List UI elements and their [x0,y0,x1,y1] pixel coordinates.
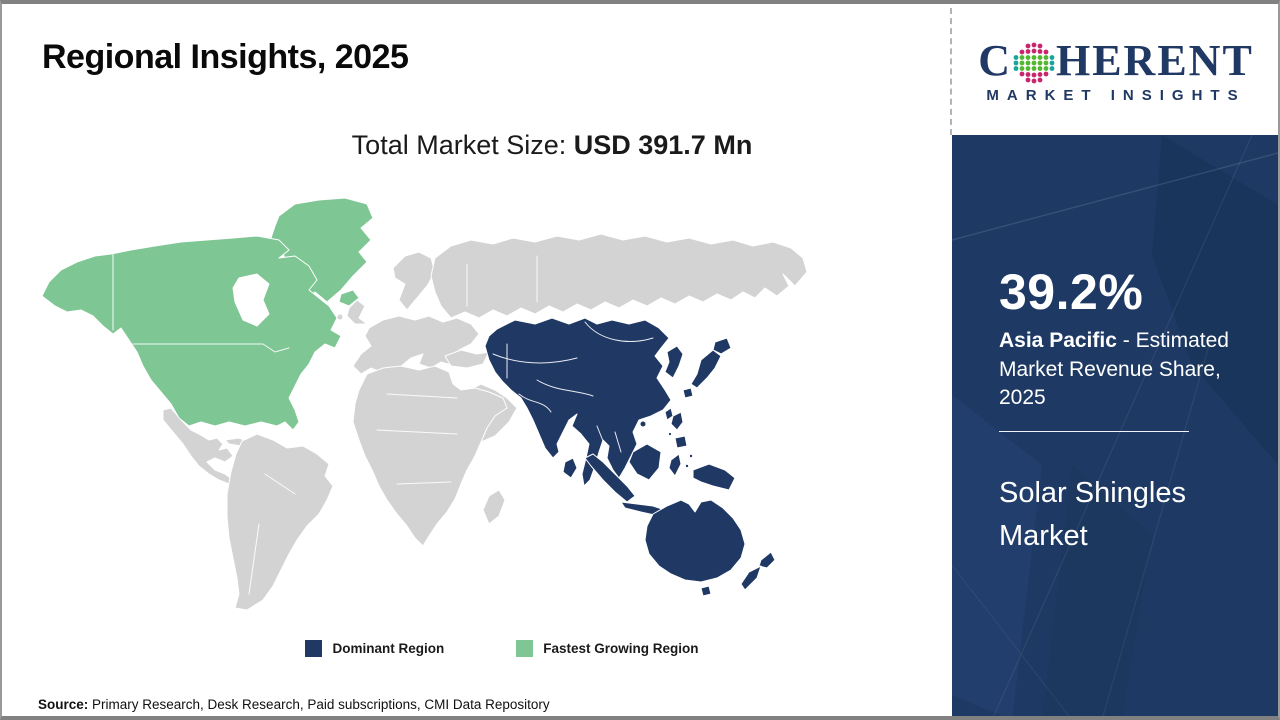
brand-letter-c: C [978,36,1012,85]
legend-label-dominant: Dominant Region [332,641,445,656]
map-region-dominant [484,317,776,597]
total-market-size-value: USD 391.7 Mn [573,130,753,160]
source-line: Source: Primary Research, Desk Research,… [38,697,550,712]
legend-swatch-dominant [305,640,323,657]
legend-label-fastest-growing: Fastest Growing Region [543,641,699,656]
market-share-value: 39.2% [999,264,1144,320]
world-map [37,194,817,624]
market-share-description: Asia Pacific - Estimated Market Revenue … [999,327,1244,413]
source-label: Source: [38,697,89,712]
map-internal-borders [112,253,654,595]
total-market-size-label: Total Market Size: [351,130,574,160]
map-legend: Dominant Region Fastest Growing Region [117,640,887,657]
source-text: Primary Research, Desk Research, Paid su… [88,697,550,712]
brand-wordmark: C HERENT [978,36,1254,85]
legend-swatch-fastest-growing [516,640,534,657]
map-region-fastest-growing [41,197,374,431]
legend-item-fastest-growing: Fastest Growing Region [516,640,699,657]
total-market-size: Total Market Size: USD 391.7 Mn [107,130,997,161]
sidebar-content: 39.2% Asia Pacific - Estimated Market Re… [999,267,1244,559]
market-share-region: Asia Pacific [999,329,1117,352]
market-name: Solar Shingles Market [999,476,1186,553]
sidebar-divider [999,430,1189,432]
market-share-desc-text: - Estimated Market Revenue Share, 2025 [999,329,1229,410]
sidebar-panel: 39.2% Asia Pacific - Estimated Market Re… [952,135,1278,716]
brand-logo: C HERENT [950,8,1278,135]
sidebar-map-texture [952,135,1278,716]
legend-item-dominant: Dominant Region [305,640,444,657]
hudson-bay [232,273,270,327]
page-title: Regional Insights, 2025 [42,38,409,76]
globe-dots-icon [1013,42,1055,84]
brand-letters-rest: HERENT [1055,36,1254,85]
brand-subtitle: MARKET INSIGHTS [986,87,1246,104]
